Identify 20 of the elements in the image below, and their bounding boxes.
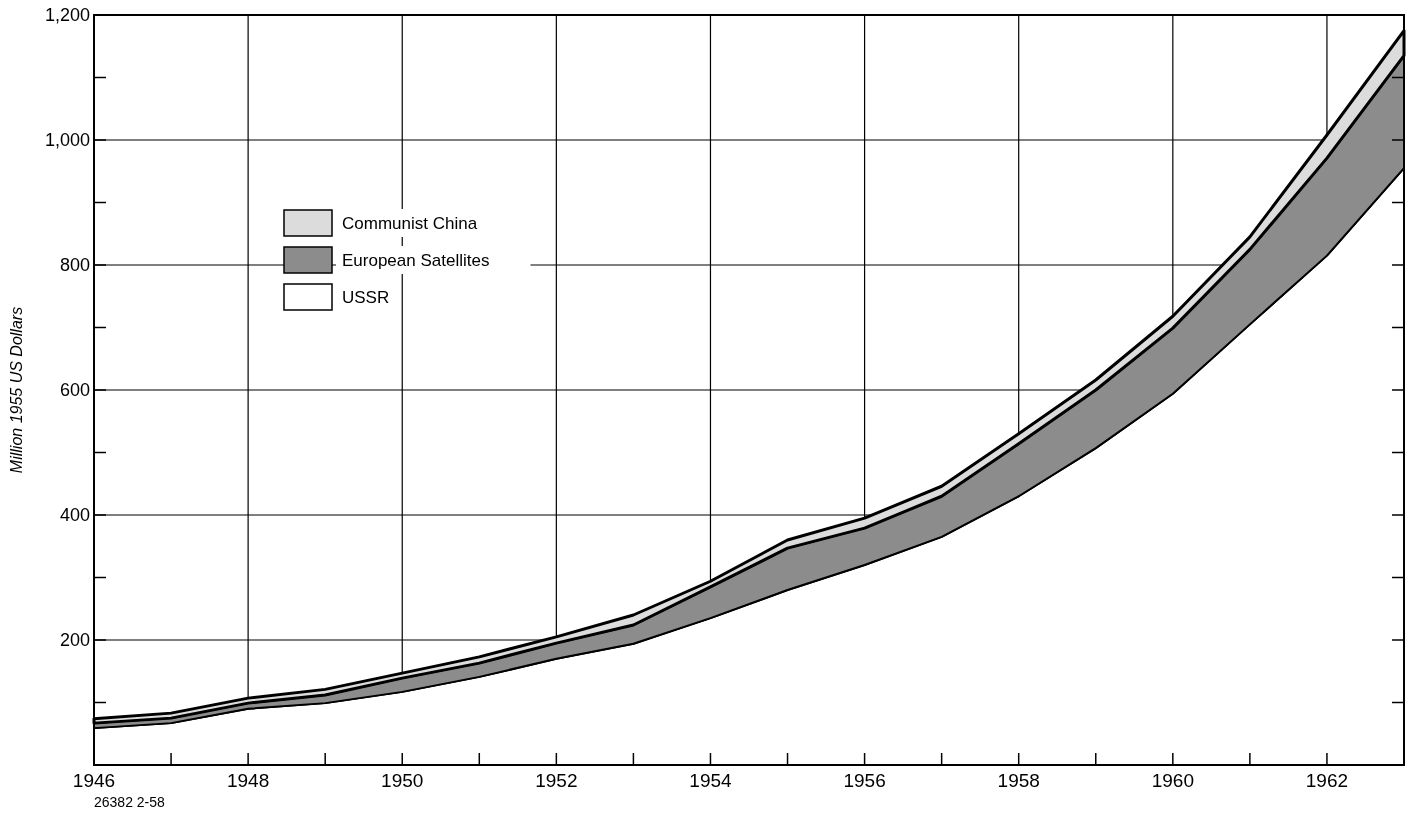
legend-label: USSR [342,288,390,307]
x-tick-label: 1948 [226,770,270,791]
x-tick-label: 1952 [535,770,578,791]
x-tick-label: 1960 [1151,770,1194,791]
y-tick-label: 1,000 [44,130,90,150]
y-tick-label: 1,200 [44,5,90,25]
legend-label: European Satellites [342,251,490,270]
legend-label: Communist China [342,214,478,233]
y-tick-label: 200 [59,630,90,650]
x-tick-label: 1950 [381,770,424,791]
x-tick-label: 1962 [1305,770,1349,791]
x-tick-label: 1958 [997,770,1040,791]
x-tick-label: 1956 [843,770,886,791]
y-tick-label: 600 [59,380,90,400]
y-tick-label: 800 [59,255,90,275]
text: 26382 2-58 [94,794,166,810]
x-tick-label: 1954 [689,770,733,791]
y-tick-label: 400 [59,505,90,525]
x-tick-label: 1946 [72,770,116,791]
y-axis-title: Million 1955 US Dollars [8,306,25,474]
